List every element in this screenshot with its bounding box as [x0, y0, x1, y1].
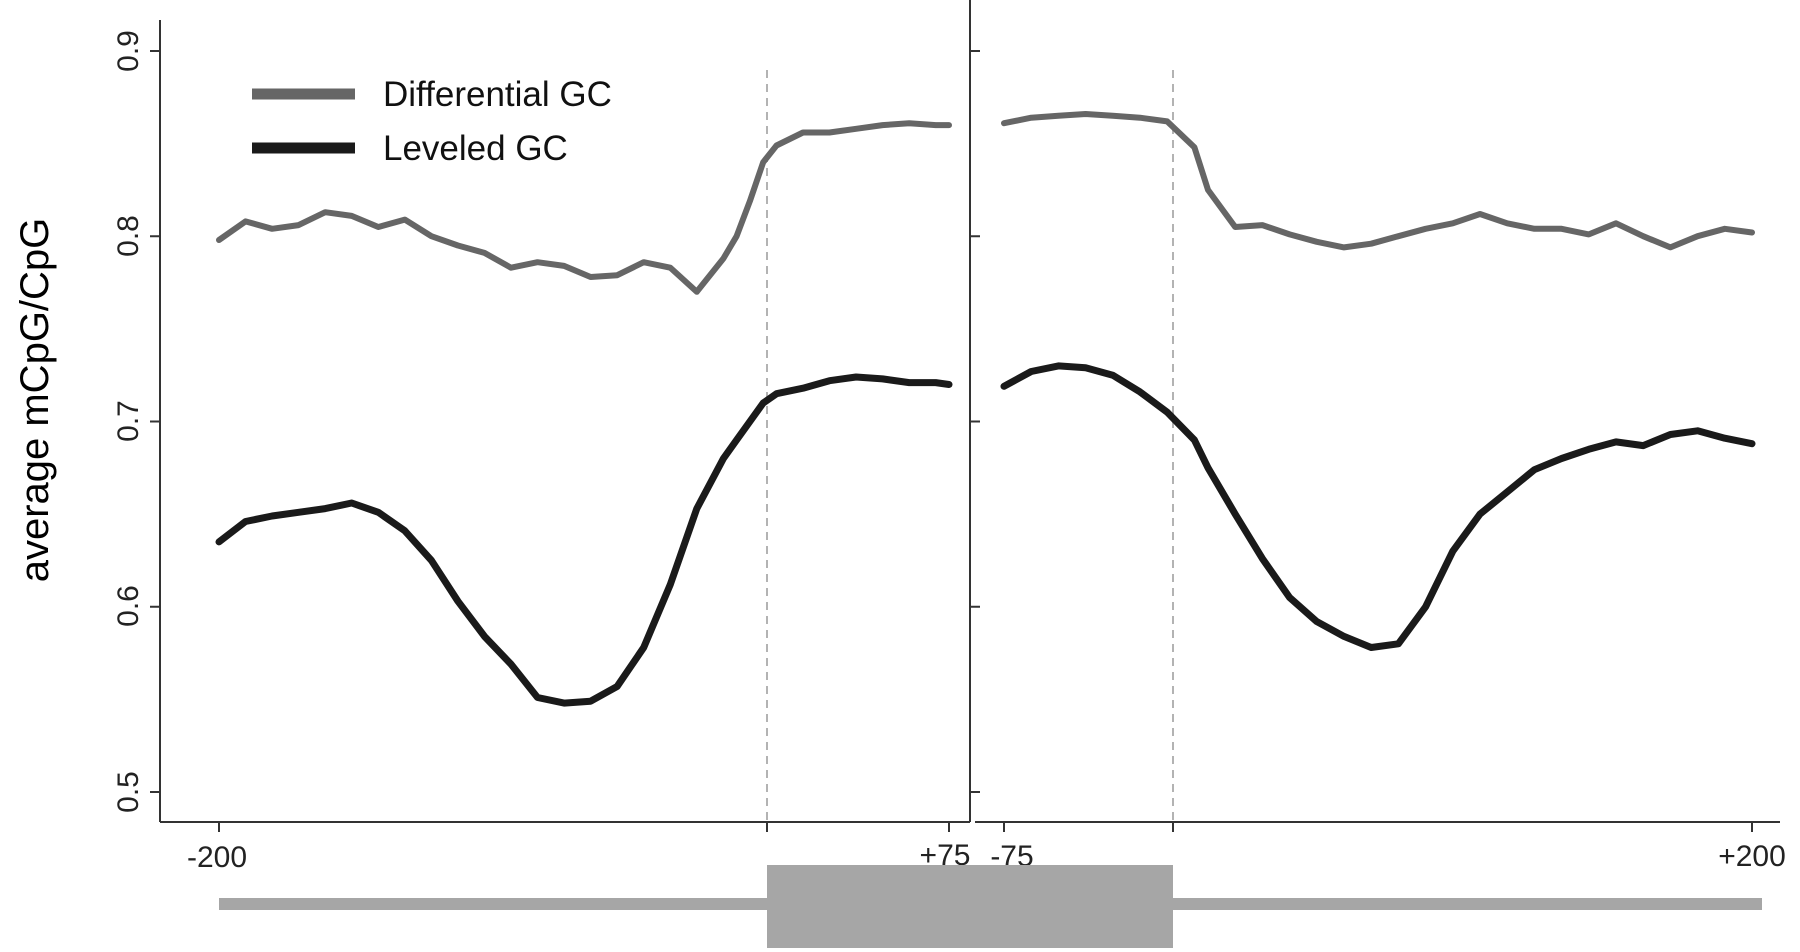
x-tick-label: +200: [1718, 840, 1786, 873]
series-line-leveled-gc: [215, 373, 953, 707]
panel-left: 0.5 0.6 0.7 0.8 0.9 -200 +75: [112, 0, 971, 874]
series-line-leveled-gc: [1000, 362, 1756, 651]
y-tick-label: 0.5: [112, 771, 145, 813]
gene-model-left-line: [219, 898, 767, 910]
legend-label-differential: Differential GC: [383, 75, 612, 114]
gene-model: [219, 865, 1762, 948]
y-tick-label: 0.6: [112, 585, 145, 627]
chart-marks: [150, 50, 1756, 832]
y-axis-label: average mCpG/CpG: [13, 218, 57, 583]
y-tick-label: 0.9: [112, 30, 145, 72]
series-line-differential-gc: [216, 120, 952, 295]
x-tick-label: -200: [187, 841, 247, 874]
y-tick-label: 0.7: [112, 400, 145, 442]
legend-label-leveled: Leveled GC: [383, 129, 568, 168]
y-tick-label: 0.8: [112, 215, 145, 257]
gene-model-right-line: [1173, 898, 1762, 910]
legend: Differential GC Leveled GC: [252, 75, 612, 168]
series-line-differential-gc: [1001, 111, 1755, 251]
gene-model-box: [767, 865, 1173, 948]
